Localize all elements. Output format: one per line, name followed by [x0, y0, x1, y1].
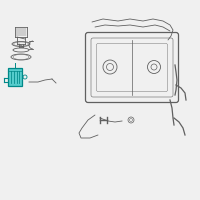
FancyBboxPatch shape	[8, 68, 22, 86]
